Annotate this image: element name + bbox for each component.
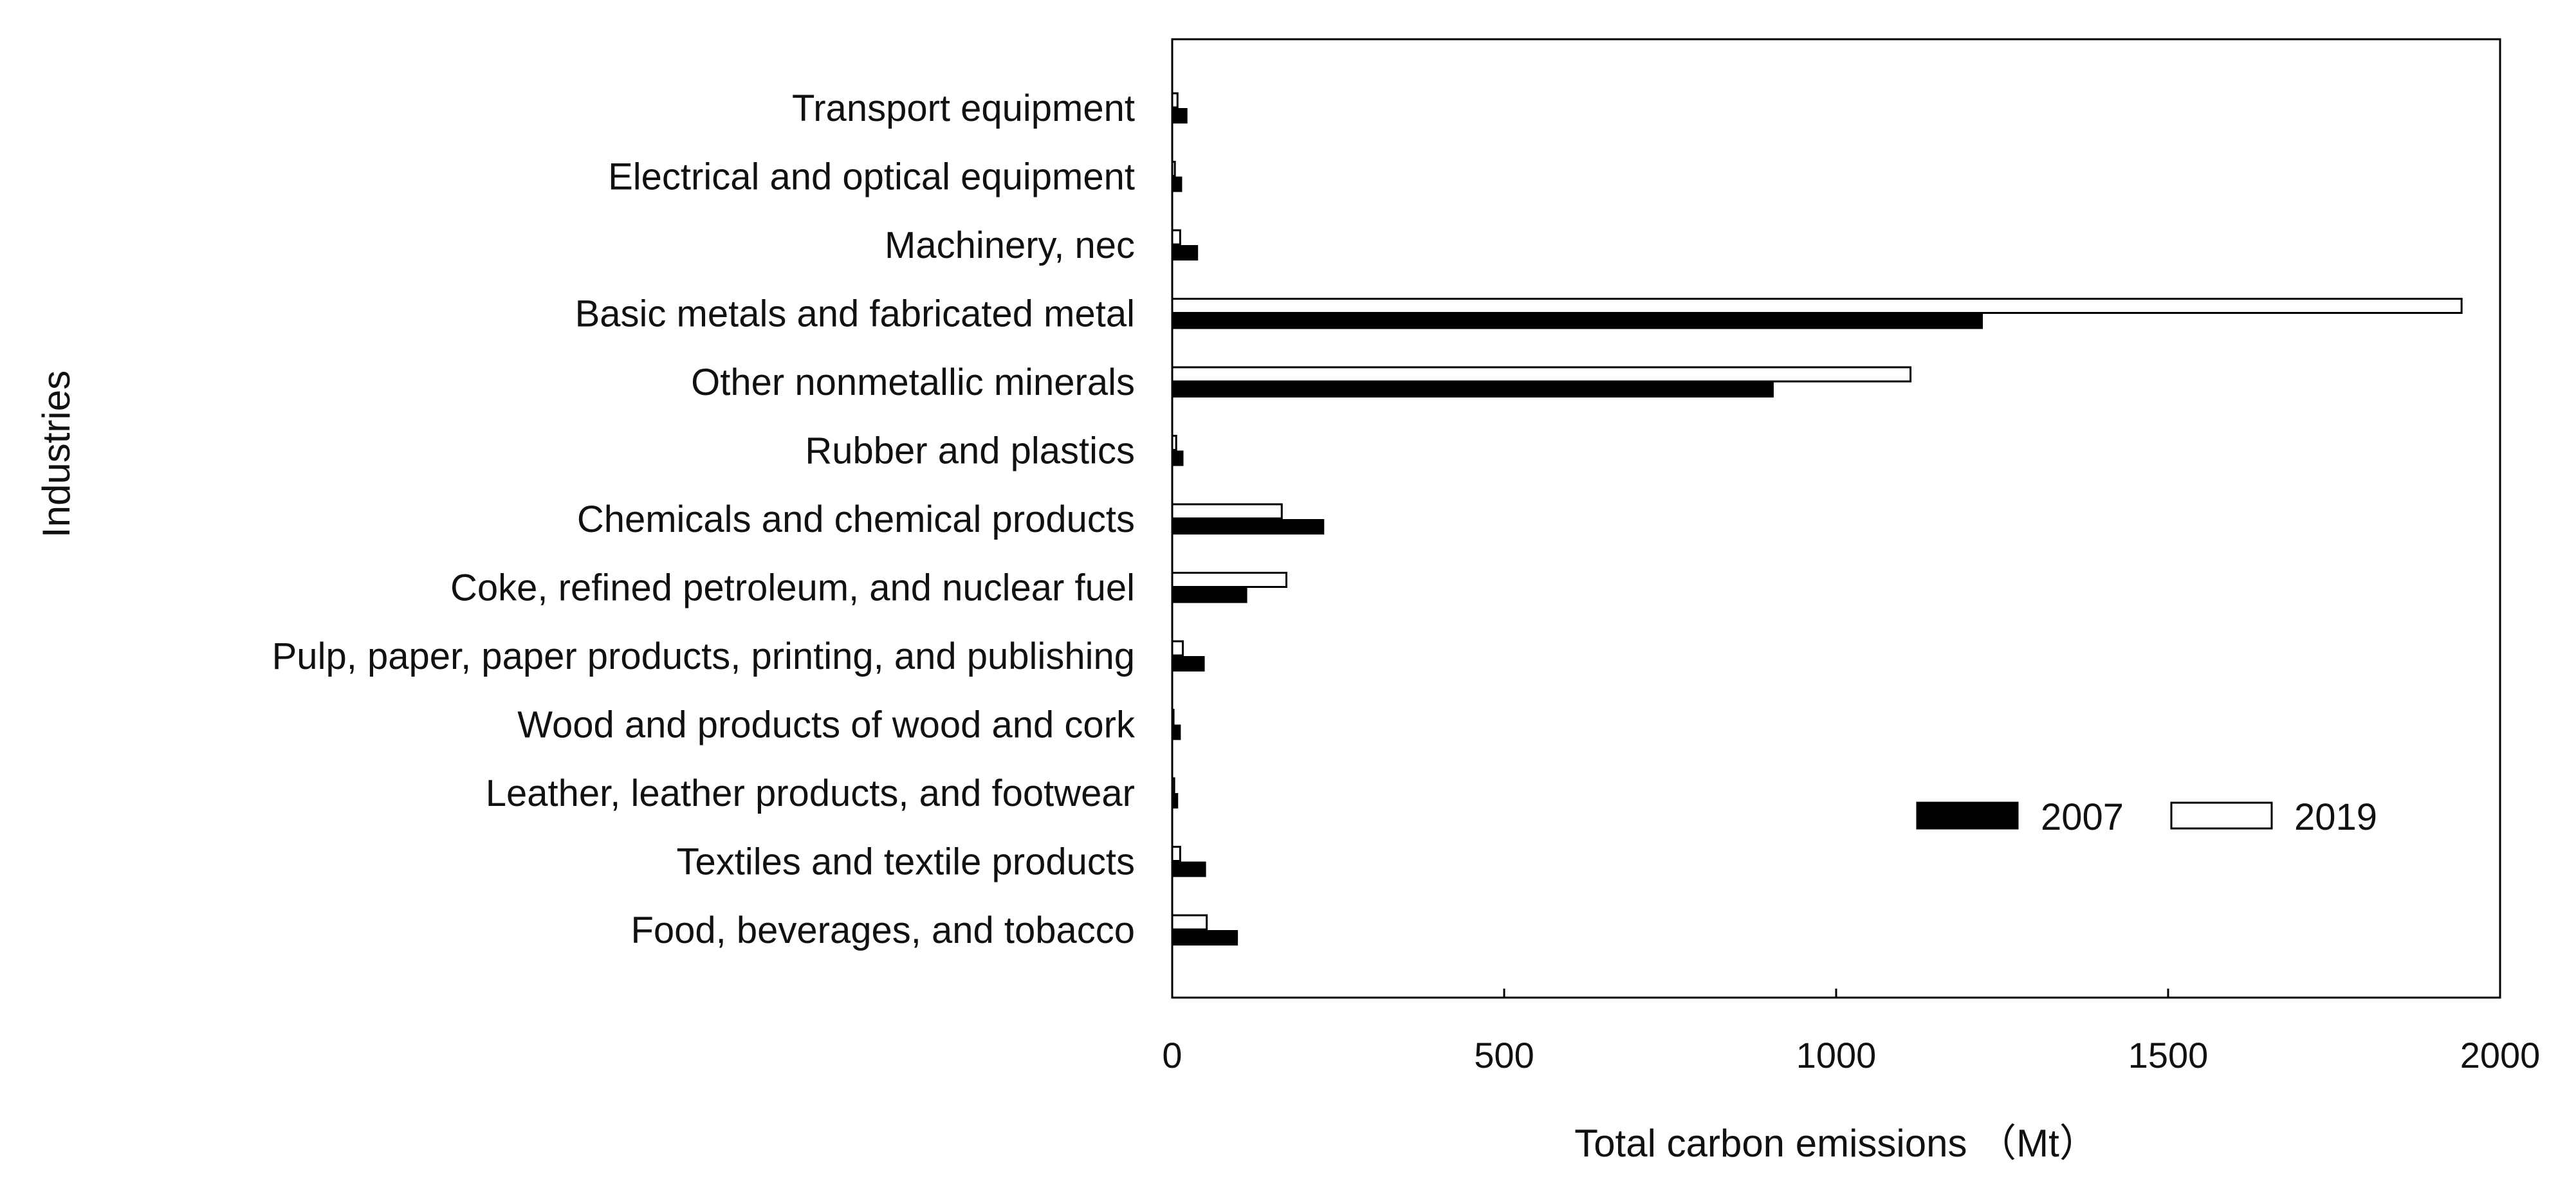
bar-2007 [1172,519,1325,535]
category-labels: Food, beverages, and tobacco Textiles and… [272,87,1136,951]
bar-2007 [1172,724,1181,740]
legend-label-2019: 2019 [2294,796,2377,838]
legend-swatch-2007 [1916,801,2019,830]
category-label: Basic metals and fabricated metal [575,293,1135,335]
bar-2019 [1171,640,1184,657]
category-label: Coke, refined petroleum, and nuclear fue… [450,567,1135,609]
category-label: Transport equipment [792,87,1135,129]
bar-2007 [1172,245,1199,260]
legend-swatch-2019 [2170,801,2273,830]
x-tick-label: 1500 [2128,1035,2209,1075]
x-axis-ticks: 0 500 1000 1500 2000 [1162,989,2540,1075]
x-axis-label: Total carbon emissions （Mt） [1574,1122,2098,1165]
bar-2019 [1171,229,1181,246]
category-label: Other nonmetallic minerals [691,361,1135,403]
bar-2007 [1172,313,1983,329]
category-label: Pulp, paper, paper products, printing, a… [272,635,1135,677]
bar-2019 [1171,914,1208,931]
category-label: Food, beverages, and tobacco [630,909,1135,951]
x-tick-label: 500 [1474,1035,1534,1075]
bar-2007 [1172,176,1182,192]
bar-2019 [1171,366,1912,383]
bar-2007 [1172,108,1188,123]
category-label: Chemicals and chemical products [577,498,1135,540]
category-label: Textiles and textile products [677,841,1135,883]
x-tick-label: 2000 [2460,1035,2541,1075]
y-axis-label: Industries [35,370,78,538]
bar-2019 [1171,572,1288,588]
category-label: Leather, leather products, and footwear [486,772,1135,814]
x-tick-label: 0 [1162,1035,1182,1075]
category-label: Electrical and optical equipment [608,156,1135,198]
bar-2019 [1171,503,1283,520]
bar-2007 [1172,861,1206,877]
legend: 2007 2019 [1916,796,2377,838]
bar-2007 [1172,930,1238,946]
category-label: Rubber and plastics [805,430,1135,472]
bar-2007 [1172,587,1247,603]
plot-area [1171,38,2501,999]
category-label: Machinery, nec [885,224,1135,266]
bar-2019 [1171,846,1181,862]
bar-2007 [1172,382,1774,397]
x-tick-label: 1000 [1796,1035,1877,1075]
bar-2007 [1172,450,1184,466]
bar-2007 [1172,656,1205,672]
category-label: Wood and products of wood and cork [517,704,1136,746]
bar-2019 [1171,298,2463,314]
legend-label-2007: 2007 [2041,796,2124,838]
